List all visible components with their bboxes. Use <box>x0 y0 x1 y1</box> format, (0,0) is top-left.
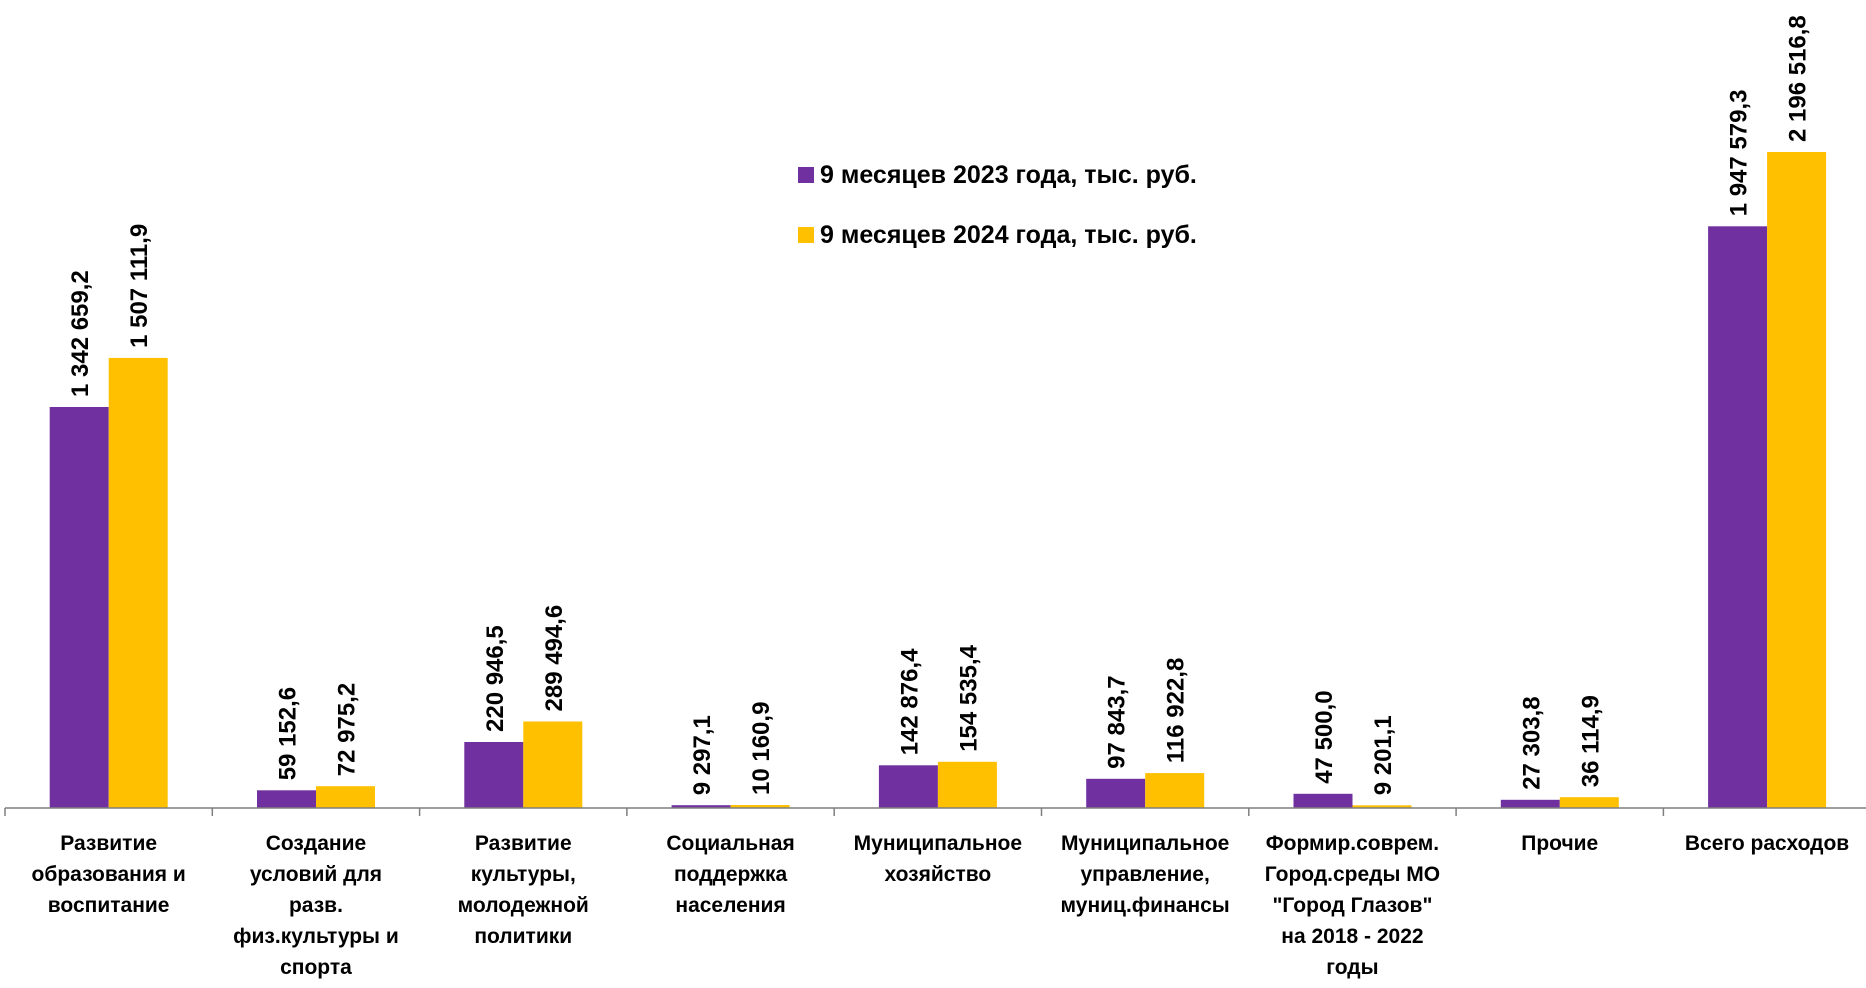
value-label-2023-1: 59 152,6 <box>275 687 302 780</box>
bar-2024-2 <box>523 721 583 808</box>
bar-2024-3 <box>730 805 790 808</box>
bar-2024-8 <box>1767 152 1827 808</box>
bar-2023-7 <box>1500 799 1560 808</box>
category-label: Муниципальное хозяйство <box>853 832 1023 886</box>
legend-item-2023: 9 месяцев 2023 года, тыс. руб. <box>798 155 1218 195</box>
category-label: Создание условий для разв. физ.культуры … <box>233 832 399 979</box>
bar-2023-0 <box>49 407 109 808</box>
value-labels-group: 1 342 659,2 1 507 111,9 59 152,6 72 975,2 22… <box>67 15 1811 795</box>
value-label-2023-4: 142 876,4 <box>896 648 923 755</box>
value-label-2024-3: 10 160,9 <box>748 702 775 795</box>
value-label-2024-1: 72 975,2 <box>334 683 361 776</box>
category-label: Формир.соврем. Город.среды МО "Город Гла… <box>1264 832 1441 979</box>
bar-2023-6 <box>1293 793 1353 808</box>
value-label-2023-2: 220 946,5 <box>482 625 509 732</box>
value-label-2024-2: 289 494,6 <box>541 605 568 712</box>
value-label-2023-3: 9 297,1 <box>689 715 716 795</box>
bar-2024-7 <box>1559 797 1619 808</box>
legend-item-2024: 9 месяцев 2024 года, тыс. руб. <box>798 215 1218 255</box>
category-label: Муниципальное управление, муниц.финансы <box>1060 832 1230 917</box>
bar-2023-3 <box>671 805 731 808</box>
bar-2023-8 <box>1708 226 1768 809</box>
value-label-2023-5: 97 843,7 <box>1104 675 1131 768</box>
value-label-2024-8: 2 196 516,8 <box>1785 15 1812 142</box>
category-label: Социальная поддержка населения <box>666 832 795 917</box>
value-label-2023-6: 47 500,0 <box>1311 690 1338 783</box>
bar-2023-4 <box>878 765 938 808</box>
category-label: Развитие образования и воспитание <box>31 832 186 917</box>
legend-label-2024: 9 месяцев 2024 года, тыс. руб. <box>820 221 1197 249</box>
bar-2023-5 <box>1086 778 1146 808</box>
value-label-2023-0: 1 342 659,2 <box>67 270 94 397</box>
legend-label-2023: 9 месяцев 2023 года, тыс. руб. <box>820 161 1197 189</box>
value-label-2024-4: 154 535,4 <box>955 644 982 751</box>
category-label: Развитие культуры, молодежной политики <box>457 832 589 948</box>
legend: 9 месяцев 2023 года, тыс. руб. 9 месяцев… <box>798 155 1218 275</box>
legend-swatch-2024 <box>798 227 814 243</box>
bar-2023-2 <box>464 742 524 808</box>
bar-2024-0 <box>108 357 168 808</box>
category-label: Всего расходов <box>1684 832 1850 855</box>
bar-2024-1 <box>316 786 375 808</box>
bar-2024-5 <box>1145 773 1205 808</box>
bars-group <box>49 152 1827 809</box>
legend-swatch-2023 <box>798 167 814 183</box>
bar-2024-4 <box>937 761 997 808</box>
value-label-2023-8: 1 947 579,3 <box>1726 90 1753 217</box>
bar-2023-1 <box>257 790 316 808</box>
x-axis <box>4 807 1866 816</box>
bar-2024-6 <box>1352 805 1412 808</box>
value-label-2024-6: 9 201,1 <box>1370 715 1397 795</box>
value-label-2024-0: 1 507 111,9 <box>126 224 153 348</box>
value-label-2024-7: 36 114,9 <box>1577 695 1604 787</box>
value-label-2024-5: 116 922,8 <box>1163 658 1190 763</box>
value-label-2023-7: 27 303,8 <box>1518 696 1545 789</box>
category-label: Прочие <box>1521 832 1599 855</box>
